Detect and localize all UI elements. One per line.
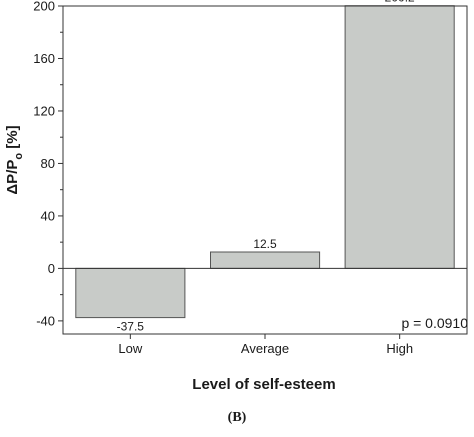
x-tick-label-high: High	[386, 341, 413, 356]
bar-high	[344, 5, 455, 269]
y-tick-label: 160	[33, 51, 55, 66]
y-tick-label: 120	[33, 104, 55, 119]
y-tick-label: 80	[41, 156, 55, 171]
y-axis-title-main: ΔP/P	[4, 160, 21, 195]
x-axis-title: Level of self-esteem	[192, 376, 335, 393]
bar-low	[75, 267, 186, 319]
x-tick-label-average: Average	[241, 341, 289, 356]
data-label-high: 200.2	[385, 0, 415, 5]
y-axis-title-unit: [%]	[4, 125, 21, 153]
data-label-average: 12.5	[253, 237, 277, 251]
y-axis-title-subscript: o	[13, 153, 25, 160]
bar-average	[210, 251, 321, 269]
y-tick-label: 40	[41, 208, 55, 223]
bars-layer	[75, 5, 455, 319]
labels-layer: -37.5 Low 12.5 Average 200.2 High -40 0 40 80 120 1…	[33, 0, 415, 356]
x-tick-label-low: Low	[118, 341, 142, 356]
y-axis-title: ΔP/Po [%]	[4, 125, 25, 194]
plot-frame	[62, 5, 468, 335]
y-tick-label: 0	[48, 261, 55, 276]
y-tick-label: -40	[36, 313, 55, 328]
annotation-p-value: p = 0.0910	[401, 315, 468, 331]
y-tick-label: 200	[33, 0, 55, 14]
data-label-low: -37.5	[117, 320, 145, 334]
panel-label: (B)	[228, 410, 247, 425]
axes-layer	[58, 5, 468, 339]
